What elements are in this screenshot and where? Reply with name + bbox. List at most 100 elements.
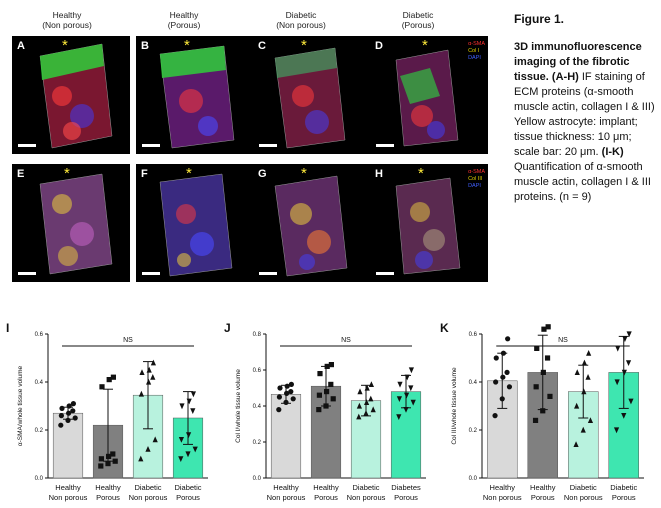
data-point-marker — [138, 390, 144, 397]
data-point-marker — [580, 426, 586, 433]
bar — [568, 391, 599, 479]
data-point-marker — [324, 389, 330, 395]
x-category-label: Diabetic — [610, 483, 637, 492]
data-point-marker — [364, 399, 370, 405]
scale-bar — [18, 272, 36, 275]
data-point-marker — [534, 345, 540, 351]
data-point-marker — [573, 441, 579, 447]
data-point-marker — [284, 383, 290, 389]
y-tick-label: 0.0 — [469, 476, 478, 482]
tissue-render-c — [274, 47, 346, 149]
scale-bar — [376, 272, 394, 275]
data-point-marker — [328, 381, 334, 387]
data-point-marker — [615, 345, 621, 352]
data-point-marker — [574, 402, 580, 409]
data-point-marker — [581, 359, 588, 366]
y-tick-label: 0.6 — [253, 368, 262, 374]
data-point-marker — [112, 458, 118, 464]
chart-k: K 0.0 0.2 0.4 0.6 Col III/whole tissue volume… — [440, 321, 644, 502]
legend-col3: Col III — [468, 176, 483, 182]
data-point-marker — [99, 384, 105, 390]
data-point-marker — [65, 417, 71, 423]
tissue-render-b — [159, 45, 235, 149]
data-point-marker — [628, 398, 634, 405]
data-point-marker — [323, 403, 329, 409]
data-point-marker — [368, 381, 374, 387]
x-category-label: Non porous — [347, 493, 386, 502]
data-point-marker — [288, 389, 294, 395]
column-label-diabetic-porous: Diabetic (Porous) — [401, 10, 435, 30]
data-point-marker — [70, 408, 76, 414]
y-tick-label: 0.4 — [253, 404, 262, 410]
panel-letter: H — [375, 168, 383, 180]
y-tick-label: 0.2 — [469, 428, 478, 434]
data-point-marker — [363, 410, 369, 416]
x-category-label: Diabetic — [134, 483, 161, 492]
data-point-marker — [146, 366, 152, 373]
x-category-label: Porous — [96, 493, 120, 502]
data-point-marker — [621, 369, 627, 376]
data-point-marker — [190, 391, 196, 398]
data-point-marker — [500, 374, 506, 380]
x-category-label: Healthy — [55, 483, 81, 492]
scale-bar — [18, 144, 36, 147]
legend-asma: α-SMA — [468, 41, 485, 47]
data-point-marker — [532, 417, 539, 423]
tissue-render-d — [395, 49, 459, 147]
data-point-marker — [364, 384, 370, 391]
panel-letter: D — [375, 40, 383, 52]
data-point-marker — [190, 408, 196, 414]
data-point-marker — [397, 381, 403, 388]
caption-title: 3D immunofluorescence imaging of the fib… — [514, 41, 642, 83]
data-point-marker — [330, 396, 336, 402]
data-point-marker — [150, 359, 156, 366]
legend-col1: Col I — [468, 48, 480, 54]
scale-bar — [142, 272, 160, 275]
data-point-marker — [105, 461, 111, 467]
data-point-marker — [613, 427, 620, 434]
scale-bar — [142, 144, 160, 147]
data-point-marker — [533, 384, 539, 390]
data-point-marker — [396, 396, 402, 402]
micrograph-panel-h: H * α-SMA Col III DAPI — [370, 164, 488, 282]
panel-letter: C — [258, 40, 266, 52]
y-axis-label: Col I/whole tissue volume — [235, 369, 242, 443]
data-point-marker — [356, 413, 362, 420]
y-tick-label: 0.8 — [253, 332, 262, 338]
data-point-marker — [499, 396, 505, 402]
x-category-label: Diabetic — [570, 483, 597, 492]
caption-ref-ik: (I-K) — [601, 146, 624, 158]
caption-ref-ah: (A-H) — [551, 71, 579, 83]
legend-dapi: DAPI — [468, 55, 481, 61]
x-category-label: Healthy — [95, 483, 121, 492]
data-point-marker — [540, 408, 546, 414]
micrograph-panel-b: B * — [136, 36, 254, 154]
data-point-marker — [370, 406, 376, 413]
data-point-marker — [587, 417, 594, 423]
panel-letter: K — [440, 321, 449, 335]
x-category-label: Non porous — [483, 493, 522, 502]
data-point-marker — [404, 392, 410, 399]
data-point-marker — [290, 396, 296, 402]
x-category-label: Non porous — [129, 493, 168, 502]
data-point-marker — [585, 374, 591, 380]
micrograph-panel-f: F * — [136, 164, 254, 282]
tissue-render-h — [395, 177, 461, 275]
caption-body-2: Quantification of α-smooth muscle actin,… — [514, 161, 651, 203]
data-point-marker — [106, 377, 112, 383]
data-point-marker — [192, 446, 198, 453]
data-point-marker — [178, 437, 184, 443]
data-point-marker — [581, 388, 587, 395]
data-point-marker — [614, 379, 620, 386]
legend-asma: α-SMA — [468, 169, 485, 175]
data-point-marker — [492, 413, 498, 419]
x-category-label: Diabetic — [352, 483, 379, 492]
panel-letter: B — [141, 40, 149, 52]
data-point-marker — [586, 350, 592, 356]
implant-star-icon: * — [301, 165, 307, 182]
column-label-diabetic-nonporous: Diabetic (Non porous) — [276, 10, 326, 30]
micrograph-panel-c: C * — [253, 36, 371, 154]
implant-star-icon: * — [184, 37, 190, 54]
data-point-marker — [403, 407, 409, 413]
data-point-marker — [625, 360, 632, 366]
